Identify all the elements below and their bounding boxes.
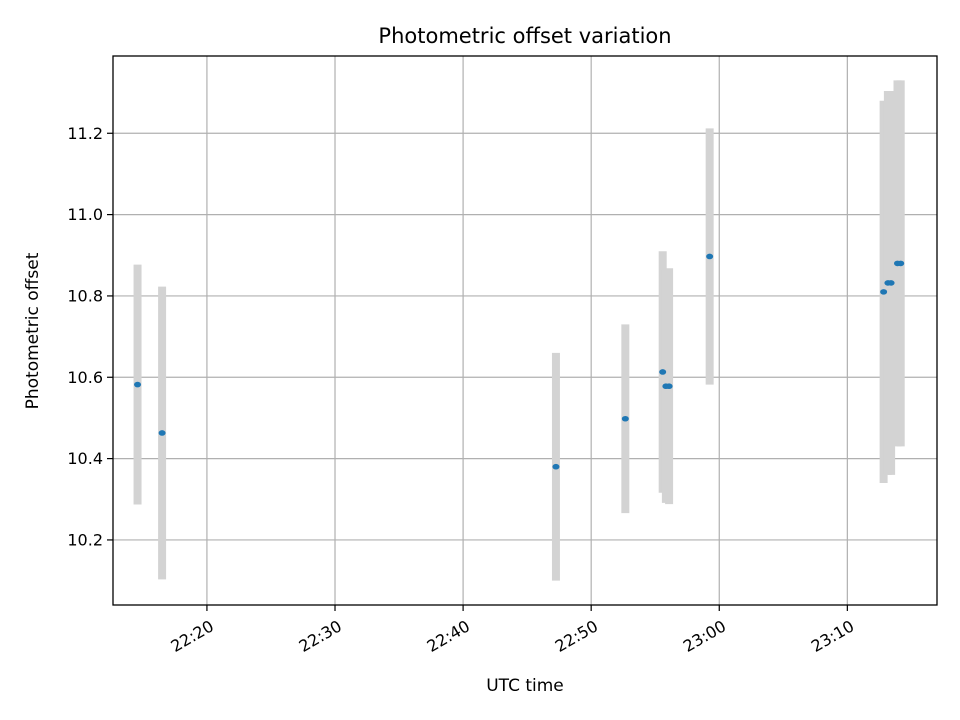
data-point bbox=[659, 369, 667, 375]
data-point bbox=[621, 415, 629, 422]
data-point bbox=[552, 463, 560, 470]
y-tick-label: 11.0 bbox=[67, 205, 103, 224]
data-point bbox=[880, 289, 888, 295]
y-tick-label: 10.6 bbox=[67, 368, 103, 387]
data-point bbox=[665, 383, 673, 390]
grid bbox=[113, 56, 937, 605]
markers bbox=[134, 253, 905, 470]
y-tick-label: 10.8 bbox=[67, 286, 103, 305]
y-tick-label: 10.4 bbox=[67, 449, 103, 468]
data-point bbox=[706, 253, 714, 260]
data-point bbox=[134, 381, 142, 388]
x-axis-label: UTC time bbox=[486, 676, 564, 696]
y-tick-label: 11.2 bbox=[67, 124, 103, 143]
data-point bbox=[158, 430, 166, 436]
plot-frame bbox=[112, 55, 938, 606]
data-point bbox=[887, 280, 895, 286]
data-point bbox=[897, 260, 905, 267]
y-axis-label: Photometric offset bbox=[23, 252, 43, 409]
y-axis: 10.2 10.4 10.6 10.8 11.0 11.2 bbox=[67, 124, 113, 549]
chart-title: Photometric offset variation bbox=[378, 24, 671, 48]
y-tick-label: 10.2 bbox=[67, 530, 103, 549]
